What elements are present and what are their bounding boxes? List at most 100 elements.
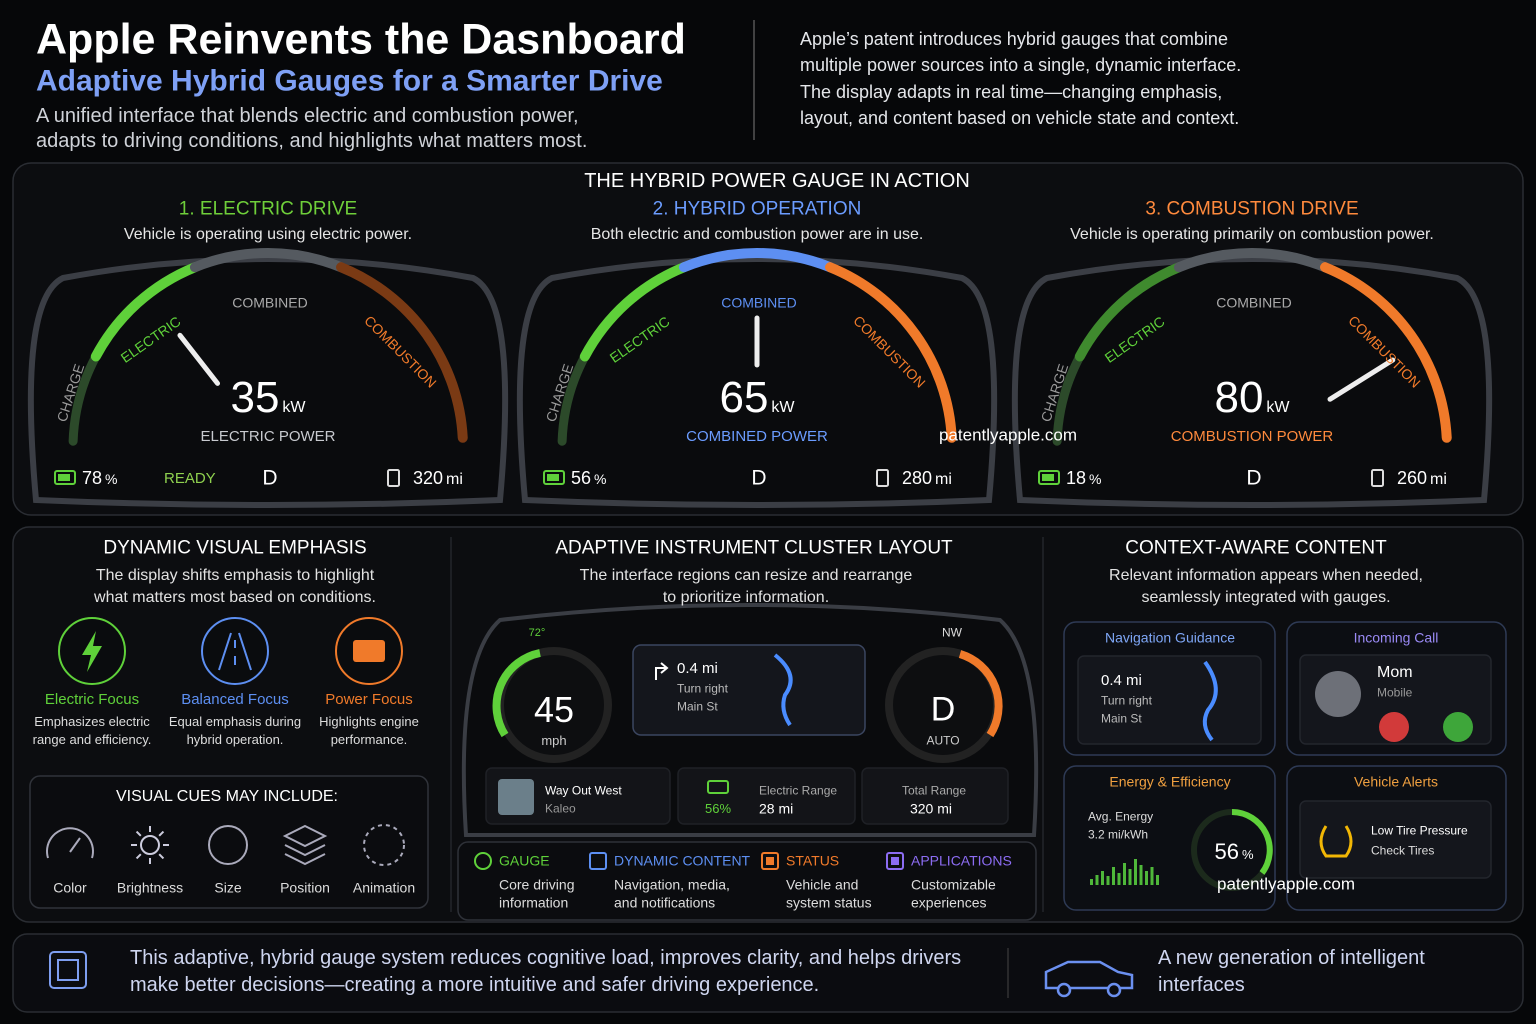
gauge-arc	[579, 262, 689, 362]
energy-bar	[1117, 873, 1121, 885]
accept-button	[1443, 712, 1473, 742]
text-part: %	[105, 471, 118, 488]
range-label: Electric Range	[759, 783, 838, 798]
watermark: patentlyapple.com	[939, 425, 1077, 445]
tagline: A unified interface that blends electric…	[36, 105, 579, 127]
artist: Kaleo	[545, 801, 576, 816]
bezel	[27, 256, 509, 508]
panel-title: 1. ELECTRIC DRIVE	[178, 198, 358, 220]
arc-label: COMBINED	[721, 294, 797, 311]
legend-swatch-fill	[891, 857, 899, 865]
arc-label: COMBINED	[232, 294, 308, 311]
cue-label: Brightness	[116, 879, 184, 896]
mode-name: Electric Focus	[44, 690, 140, 708]
needle	[177, 332, 221, 386]
battery-readout: 18%	[1066, 468, 1102, 489]
energy-label: Avg. Energy	[1088, 809, 1154, 824]
intro: Apple’s patent introduces hybrid gauges …	[800, 29, 1228, 50]
card-title: Incoming Call	[1353, 629, 1439, 646]
text-part: mi	[935, 471, 952, 489]
legend-swatch	[474, 852, 492, 870]
power-label: COMBUSTION POWER	[1170, 427, 1334, 445]
section-description: to prioritize information.	[662, 589, 830, 607]
text-part: 56	[571, 468, 592, 489]
mode-description: Equal emphasis during	[168, 713, 302, 729]
energy-bar	[1139, 865, 1143, 885]
speed-unit: mph	[541, 732, 567, 748]
legend-name: APPLICATIONS	[911, 852, 1012, 869]
text-part: 78	[82, 468, 103, 489]
gear: D	[930, 690, 956, 729]
nav-turn: Turn right	[677, 681, 728, 696]
watermark: patentlyapple.com	[1217, 874, 1355, 894]
car-icon	[1044, 960, 1134, 990]
fuel-icon	[387, 469, 400, 487]
summary: make better decisions—creating a more in…	[130, 974, 820, 996]
legend-description: Core driving	[499, 876, 575, 893]
cue-label: Animation	[352, 879, 416, 896]
energy-bar	[1090, 879, 1093, 885]
battery-fill	[58, 474, 70, 481]
cue-icon	[135, 830, 142, 837]
gauge-arc	[1173, 248, 1331, 273]
gauge-arc	[189, 248, 347, 273]
power-label: ELECTRIC POWER	[200, 427, 336, 445]
legend-swatch	[589, 852, 607, 870]
legend-description: Navigation, media,	[614, 876, 730, 893]
avatar	[1315, 671, 1361, 717]
mode-name: Power Focus	[325, 690, 413, 708]
footer-tagline: A new generation of intelligent	[1158, 947, 1425, 969]
alert: Low Tire Pressure	[1371, 823, 1468, 838]
section-heading: ADAPTIVE INSTRUMENT CLUSTER LAYOUT	[555, 537, 953, 559]
mode-description: hybrid operation.	[186, 731, 284, 747]
gear-mode: AUTO	[926, 733, 960, 748]
section-description: The interface regions can resize and rea…	[579, 567, 913, 585]
power-label: COMBINED POWER	[686, 427, 828, 445]
tagline: adapts to driving conditions, and highli…	[36, 130, 588, 152]
text-part: 320	[413, 468, 444, 489]
gauge-arc	[557, 351, 590, 446]
gear: D	[1246, 466, 1262, 490]
gauge-arc	[90, 262, 200, 362]
section-description: Relevant information appears when needed…	[1109, 567, 1423, 585]
turn-arrow	[655, 662, 669, 680]
energy-percent: 56%	[1214, 839, 1253, 864]
cues-heading: VISUAL CUES MAY INCLUDE:	[116, 788, 338, 806]
route	[1202, 660, 1218, 742]
intro: The display adapts in real time—changing…	[800, 81, 1223, 102]
nav-distance: 0.4 mi	[1101, 671, 1142, 689]
text-part: kW	[282, 398, 306, 416]
energy-bar	[1112, 867, 1115, 885]
alert-action: Check Tires	[1371, 843, 1435, 858]
energy-bar	[1101, 871, 1104, 885]
cue-icon	[46, 827, 94, 859]
mode-name: Balanced Focus	[181, 690, 289, 708]
text-part: mi	[446, 471, 463, 489]
text-part: 260	[1397, 468, 1428, 489]
route	[773, 653, 793, 727]
wheel	[1106, 982, 1122, 998]
legend-description: Customizable	[911, 876, 996, 893]
caller: Mom	[1377, 664, 1413, 682]
energy-bar	[1150, 867, 1154, 885]
text-part: 65	[719, 372, 769, 422]
nav-street: Main St	[677, 699, 718, 714]
gauge-arc	[1320, 262, 1452, 443]
text-part: 18	[1066, 468, 1087, 489]
fuel-icon	[1371, 469, 1384, 487]
panel-title: 2. HYBRID OPERATION	[652, 198, 862, 220]
road	[218, 632, 252, 671]
footer	[12, 933, 1524, 1013]
cue-icon	[140, 835, 160, 855]
panel-title: 3. COMBUSTION DRIVE	[1145, 198, 1359, 220]
text-part: %	[1089, 471, 1102, 488]
subtitle: Adaptive Hybrid Gauges for a Smarter Dri…	[36, 64, 663, 98]
legend-name: DYNAMIC CONTENT	[614, 852, 751, 869]
intro: multiple power sources into a single, dy…	[800, 55, 1242, 76]
battery-readout: 56%	[571, 468, 606, 489]
legend-description: information	[499, 894, 569, 911]
mode-icon	[201, 617, 269, 685]
total: 320 mi	[909, 800, 953, 817]
gauge-arc	[1074, 262, 1184, 362]
